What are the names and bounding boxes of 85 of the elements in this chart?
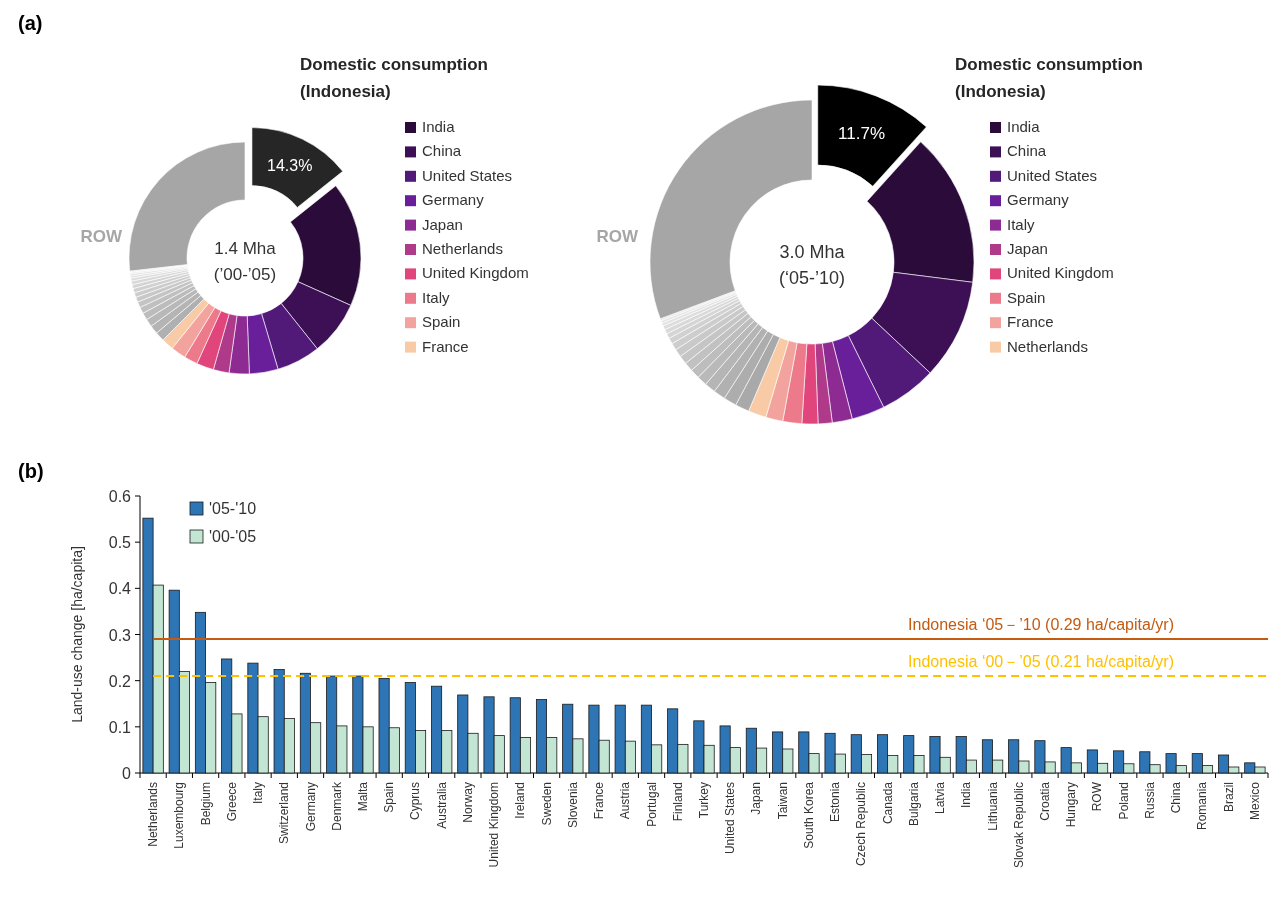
y-tick-label: 0.1 xyxy=(108,718,132,736)
slice-label: ROW xyxy=(80,227,123,246)
x-tick-label: ROW xyxy=(1090,781,1105,812)
legend-label: United Kingdom xyxy=(422,264,529,282)
text: (a) xyxy=(18,12,43,34)
x-tick-label: Czech Republic xyxy=(854,782,869,867)
x-tick-label: Denmark xyxy=(329,781,344,831)
x-tick-label: Taiwan xyxy=(775,782,790,820)
x-tick-label: Lithuania xyxy=(985,781,1000,831)
x-tick-label: Italy xyxy=(251,782,266,805)
legend-label: United States xyxy=(422,166,513,184)
slice-label: Domestic consumption (Indonesia) xyxy=(300,55,488,101)
y-tick-label: 0.3 xyxy=(108,626,132,644)
legend-label: Japan xyxy=(422,215,463,233)
x-tick-label: Malta xyxy=(355,781,370,812)
x-tick-label: Bulgaria xyxy=(906,781,921,827)
x-tick-label: Cyprus xyxy=(408,782,423,821)
x-tick-label: Turkey xyxy=(697,782,711,819)
y-tick-label: 0 xyxy=(122,765,132,782)
x-tick-label: Australia xyxy=(434,781,449,829)
y-axis-title: Land-use change [ha/capita] xyxy=(69,546,85,723)
x-tick-label: Austria xyxy=(618,781,633,820)
x-tick-label: Croatia xyxy=(1038,781,1053,821)
x-tick-label: France xyxy=(592,781,607,820)
data-label: 14.3% xyxy=(267,157,313,175)
y-tick-label: 0.5 xyxy=(108,534,132,552)
legend-label: Spain xyxy=(422,313,461,331)
x-tick-label: Norway xyxy=(460,782,475,823)
x-tick-label: Poland xyxy=(1116,782,1131,820)
x-tick-label: Romania xyxy=(1195,781,1210,831)
legend-label: India xyxy=(1007,118,1041,135)
y-tick-label: 0.2 xyxy=(108,672,132,690)
legend-label: United Kingdom xyxy=(1007,264,1114,282)
legend-label: China xyxy=(422,142,462,160)
x-tick-label: Ireland xyxy=(513,782,528,819)
legend-label: India xyxy=(422,118,456,135)
ref-line-label: Indonesia ‘05－’10 (0.29 ha/capita/yr) xyxy=(908,616,1174,634)
x-tick-label: United States xyxy=(723,782,738,855)
x-tick-label: Netherlands xyxy=(146,782,161,847)
x-tick-label: Luxembourg xyxy=(172,782,187,849)
x-tick-label: Germany xyxy=(303,782,318,832)
y-tick-label: 0.6 xyxy=(108,488,132,505)
x-tick-label: Slovenia xyxy=(565,781,580,829)
text: 1.4 Mha (’00-’05) xyxy=(213,239,277,284)
legend-label: Germany xyxy=(422,191,485,209)
x-tick-label: India xyxy=(959,781,974,809)
slice-label: Domestic consumption (Indonesia) xyxy=(955,55,1143,101)
x-tick-label: Greece xyxy=(224,781,239,822)
legend-label: Japan xyxy=(1007,240,1048,257)
y-tick-label: 0.4 xyxy=(108,580,132,598)
legend-label: Netherlands xyxy=(1007,337,1088,355)
x-tick-label: South Korea xyxy=(801,781,816,849)
text: 3.0 Mha (‘05-’10) xyxy=(778,242,846,288)
x-tick-label: Russia xyxy=(1142,781,1157,819)
legend-label: Italy xyxy=(422,288,451,306)
legend-label: United States xyxy=(1007,166,1098,184)
x-tick-label: Belgium xyxy=(198,782,213,826)
x-tick-label: Sweden xyxy=(539,782,554,826)
legend-label: '05-'10 xyxy=(209,500,257,517)
slice-label: ROW xyxy=(596,227,639,246)
ref-line-label: Indonesia ‘00－’05 (0.21 ha/capita/yr) xyxy=(908,653,1174,671)
x-tick-label: Estonia xyxy=(828,781,843,823)
x-tick-label: Finland xyxy=(670,782,685,822)
legend-label: Italy xyxy=(1007,215,1036,233)
x-tick-label: United Kingdom xyxy=(487,782,502,868)
x-tick-label: Slovak Republic xyxy=(1011,782,1026,869)
x-tick-label: Switzerland xyxy=(277,782,292,845)
legend-label: '00-'05 xyxy=(209,528,257,545)
x-tick-label: China xyxy=(1169,781,1184,814)
legend-label: France xyxy=(1007,313,1054,331)
x-tick-label: Spain xyxy=(382,782,397,813)
x-tick-label: Latvia xyxy=(933,781,948,815)
legend-label: Netherlands xyxy=(422,240,503,257)
x-tick-label: Japan xyxy=(749,782,764,815)
x-tick-label: Canada xyxy=(880,781,895,825)
x-tick-label: Portugal xyxy=(644,782,659,827)
legend-label: Spain xyxy=(1007,288,1046,306)
text: (b) xyxy=(18,460,44,482)
x-tick-label: Mexico xyxy=(1247,781,1262,821)
x-tick-label: Brazil xyxy=(1221,782,1236,813)
legend-label: Germany xyxy=(1007,191,1070,209)
legend-label: China xyxy=(1007,142,1047,160)
x-tick-label: Hungary xyxy=(1064,782,1079,828)
legend-label: France xyxy=(422,337,469,355)
data-label: 11.7% xyxy=(838,124,886,144)
